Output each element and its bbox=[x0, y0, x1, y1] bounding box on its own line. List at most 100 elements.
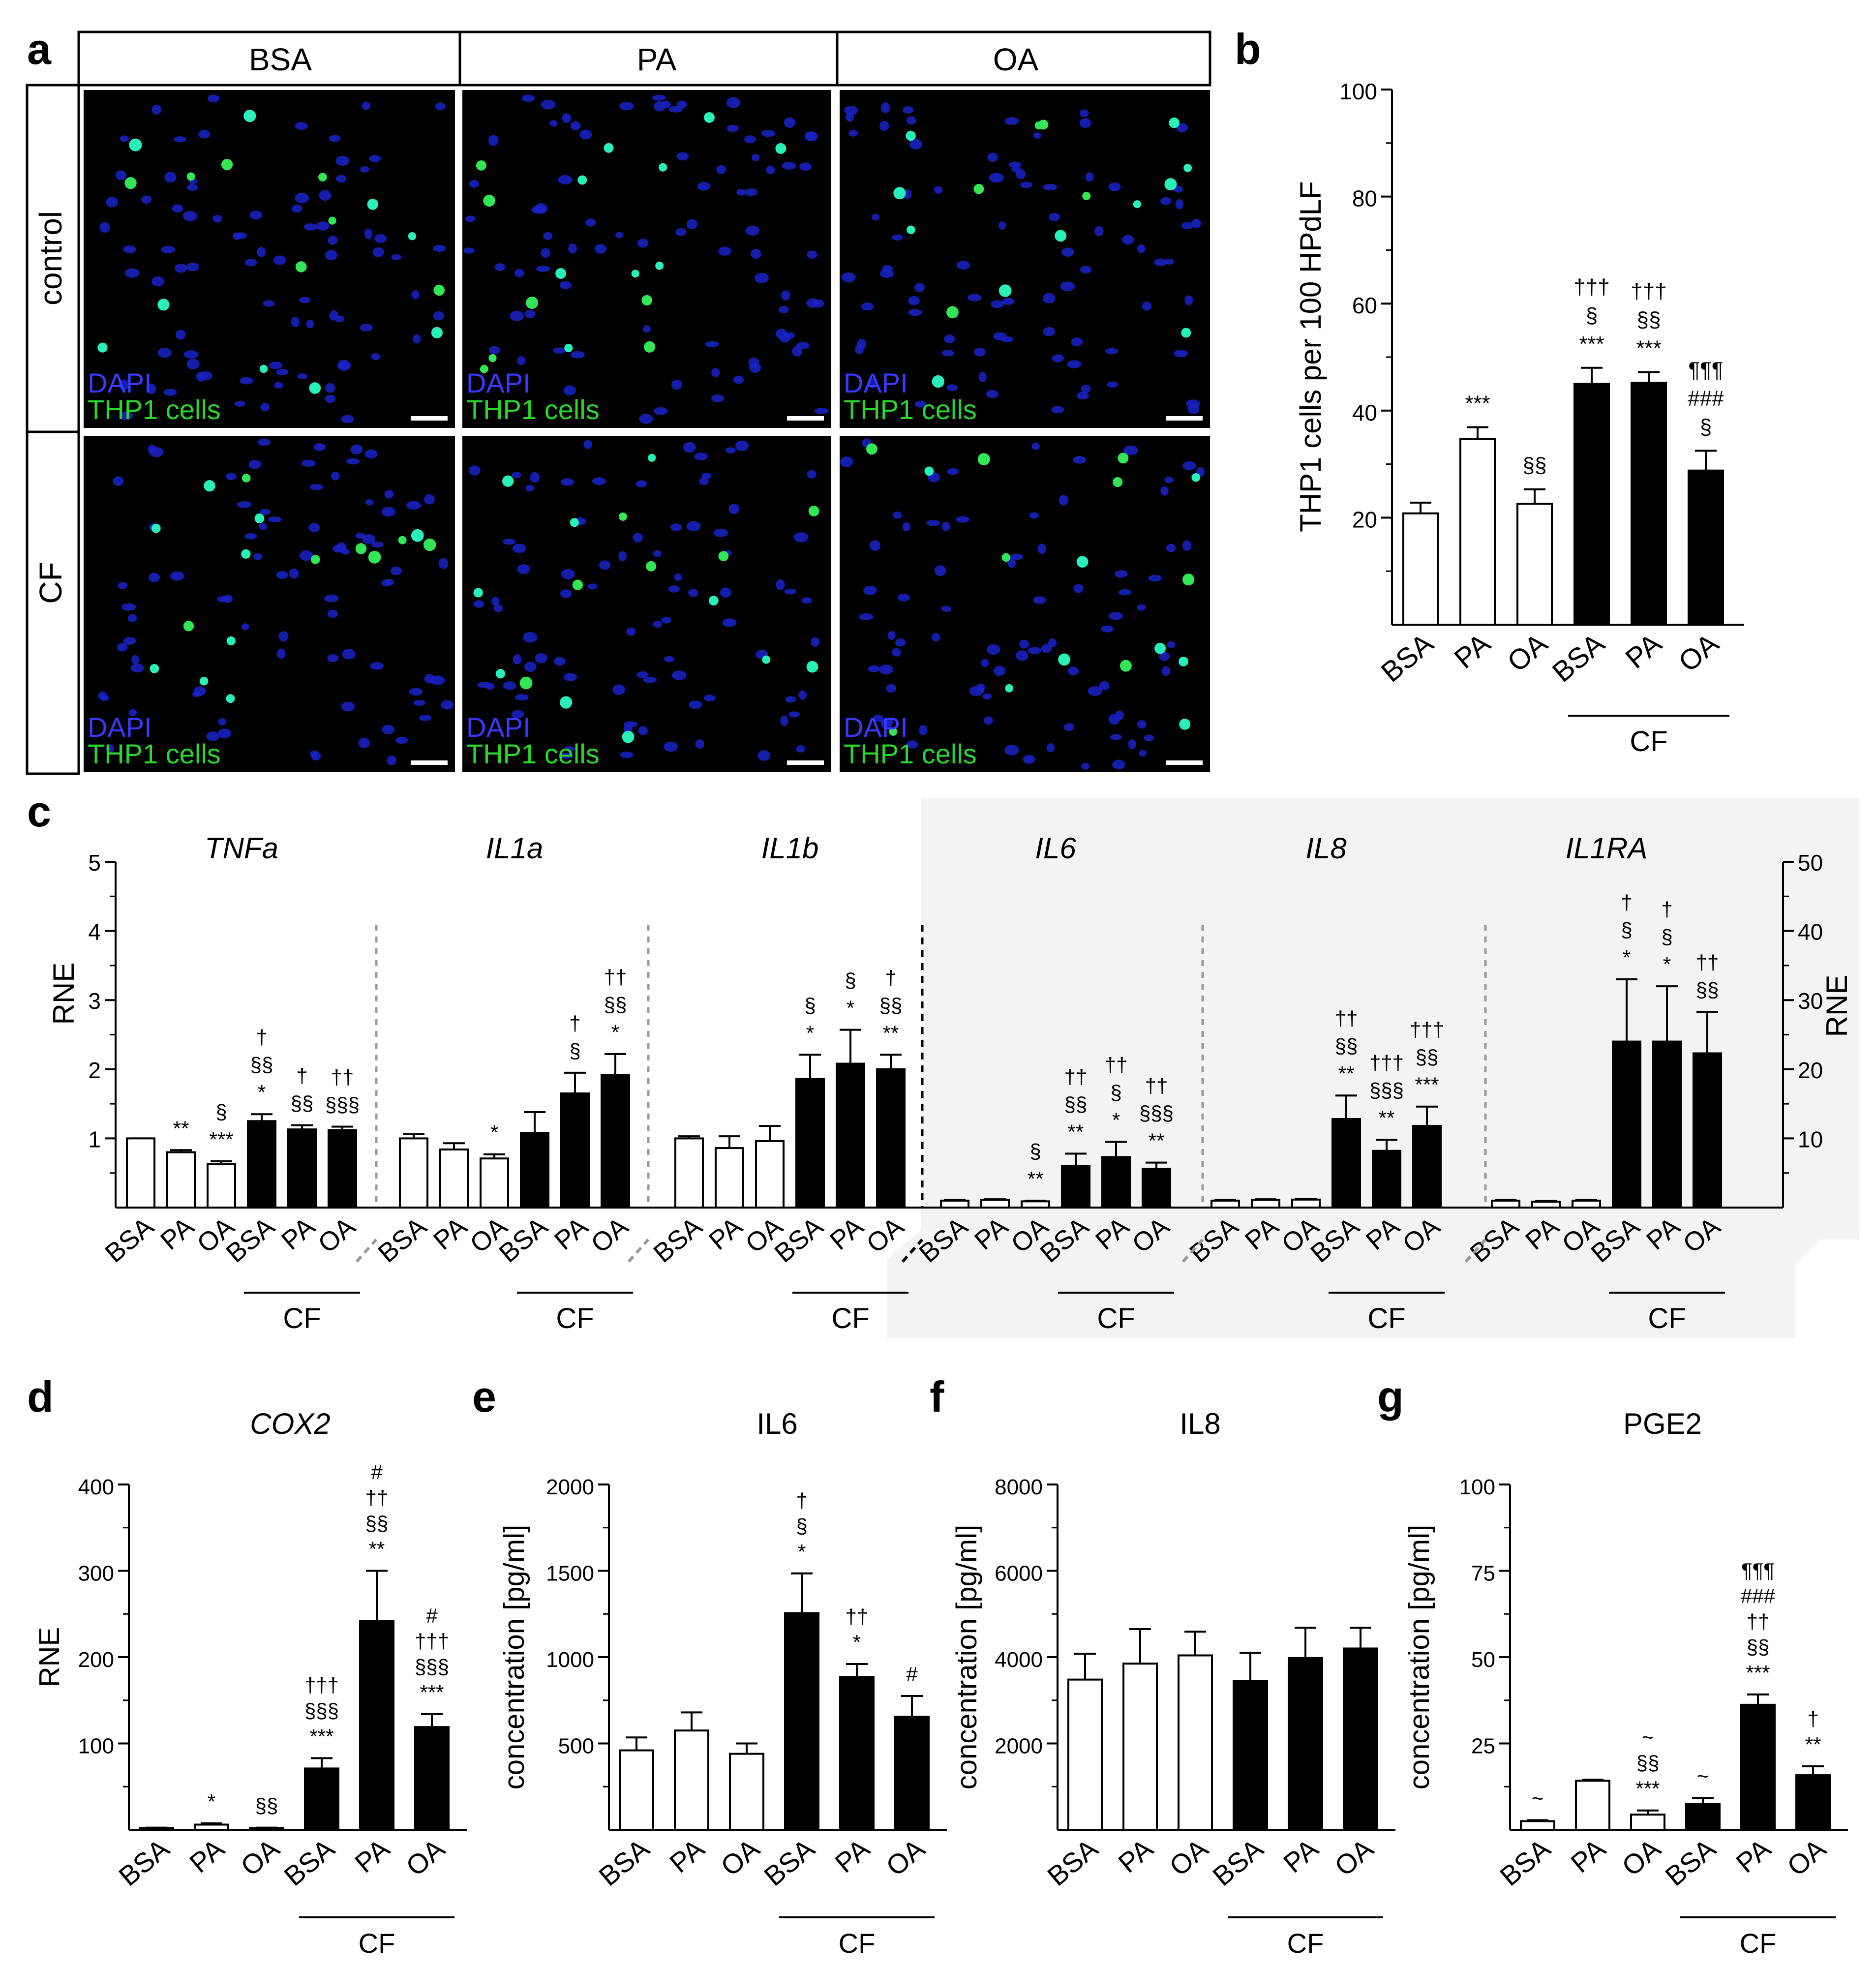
dapi-nucleus bbox=[695, 739, 705, 749]
dapi-nucleus bbox=[273, 382, 283, 389]
significance-label: ** bbox=[1805, 1733, 1821, 1756]
significance-label: † bbox=[885, 966, 896, 989]
y-tick-label-right: 30 bbox=[1798, 988, 1823, 1014]
dapi-nucleus bbox=[100, 695, 109, 701]
bar bbox=[1491, 1199, 1520, 1209]
label-dapi: DAPI bbox=[466, 712, 531, 743]
dapi-nucleus bbox=[701, 473, 712, 480]
dapi-nucleus bbox=[879, 121, 889, 131]
y-tick-label: 6000 bbox=[995, 1562, 1043, 1586]
dapi-nucleus bbox=[697, 182, 711, 191]
significance-label: §§§ bbox=[1369, 1079, 1404, 1102]
x-tick-label: OA bbox=[400, 1833, 451, 1882]
dapi-nucleus bbox=[785, 696, 796, 703]
dapi-nucleus bbox=[295, 192, 309, 204]
dapi-nucleus bbox=[310, 750, 319, 757]
y-tick-label: 8000 bbox=[995, 1475, 1043, 1499]
bar bbox=[207, 1163, 236, 1209]
thp1-cell bbox=[480, 364, 488, 373]
y-tick-label: 100 bbox=[78, 1734, 114, 1758]
thp1-cell bbox=[129, 138, 142, 151]
dapi-nucleus bbox=[384, 490, 394, 499]
dapi-nucleus bbox=[978, 371, 987, 383]
thp1-cell bbox=[1191, 473, 1200, 482]
dapi-nucleus bbox=[435, 102, 446, 111]
bar bbox=[359, 1620, 394, 1831]
dapi-nucleus bbox=[1176, 123, 1188, 132]
dapi-nucleus bbox=[637, 239, 649, 248]
dapi-nucleus bbox=[303, 223, 318, 231]
dapi-nucleus bbox=[530, 472, 540, 483]
thp1-cell bbox=[226, 636, 236, 645]
significance-label: §§ bbox=[604, 993, 627, 1016]
dapi-nucleus bbox=[192, 691, 201, 697]
significance-label: §§§ bbox=[325, 1093, 360, 1116]
bar bbox=[139, 1827, 174, 1831]
dapi-nucleus bbox=[491, 597, 500, 606]
dapi-nucleus bbox=[549, 120, 558, 127]
thp1-cell bbox=[655, 261, 664, 270]
significance-label: ††† bbox=[415, 1630, 449, 1653]
dapi-nucleus bbox=[620, 751, 634, 758]
dapi-nucleus bbox=[325, 394, 336, 403]
panel-letter-a: a bbox=[27, 25, 52, 73]
bar bbox=[619, 1749, 654, 1831]
significance-label: †† bbox=[846, 1605, 869, 1628]
dapi-nucleus bbox=[661, 100, 671, 108]
significance-label: * bbox=[208, 1790, 215, 1813]
significance-label: § bbox=[845, 969, 856, 992]
dapi-nucleus bbox=[1041, 644, 1052, 653]
y-tick-label: 50 bbox=[1471, 1648, 1495, 1672]
significance-label: §§ bbox=[1696, 978, 1719, 1001]
dapi-nucleus bbox=[784, 588, 796, 595]
x-tick-label: OA bbox=[1329, 1833, 1379, 1882]
dapi-nucleus bbox=[811, 637, 820, 647]
dapi-nucleus bbox=[365, 499, 374, 506]
y-axis-title: THP1 cells per 100 HPdLF bbox=[1294, 181, 1327, 532]
dapi-nucleus bbox=[494, 263, 506, 271]
dapi-nucleus bbox=[119, 379, 129, 391]
significance-label: * bbox=[1623, 946, 1631, 969]
dapi-nucleus bbox=[987, 644, 1000, 655]
significance-label: ¶¶¶ bbox=[1741, 1559, 1775, 1582]
x-tick-label: BSA bbox=[372, 1211, 432, 1268]
dapi-nucleus bbox=[234, 400, 245, 407]
bar bbox=[1142, 1168, 1171, 1209]
thp1-cell bbox=[806, 661, 818, 673]
significance-label: *** bbox=[1746, 1661, 1770, 1684]
y-tick-label-left: 3 bbox=[88, 988, 101, 1014]
dapi-nucleus bbox=[733, 375, 744, 384]
x-tick-label: OA bbox=[1616, 1833, 1666, 1882]
thp1-cell bbox=[646, 561, 657, 572]
thp1-cell bbox=[555, 268, 567, 279]
panel-letter-d: d bbox=[27, 1372, 54, 1421]
bar bbox=[1122, 1663, 1158, 1831]
x-tick-label: OA bbox=[1163, 1833, 1214, 1882]
dapi-nucleus bbox=[1182, 461, 1197, 470]
dapi-nucleus bbox=[807, 250, 817, 259]
dapi-nucleus bbox=[1142, 302, 1152, 311]
thp1-cell bbox=[423, 538, 436, 551]
significance-label: §§ bbox=[255, 1794, 278, 1817]
dapi-nucleus bbox=[123, 245, 136, 253]
dapi-nucleus bbox=[840, 456, 853, 467]
dapi-nucleus bbox=[1073, 456, 1086, 464]
dapi-nucleus bbox=[798, 690, 807, 700]
dapi-nucleus bbox=[1167, 641, 1176, 648]
dapi-nucleus bbox=[277, 648, 286, 659]
dapi-nucleus bbox=[268, 516, 282, 523]
thp1-cell bbox=[1005, 684, 1013, 693]
chart-title: COX2 bbox=[250, 1407, 330, 1440]
dapi-nucleus bbox=[703, 695, 716, 701]
dapi-nucleus bbox=[358, 738, 370, 749]
dapi-nucleus bbox=[1105, 348, 1119, 355]
bar bbox=[1685, 1803, 1721, 1831]
significance-label: ~ bbox=[1532, 1786, 1544, 1810]
y-tick-label-left: 2 bbox=[88, 1058, 101, 1083]
dapi-nucleus bbox=[106, 197, 119, 208]
significance-label: †† bbox=[1064, 1065, 1088, 1088]
dapi-nucleus bbox=[275, 368, 289, 375]
dapi-nucleus bbox=[914, 400, 927, 408]
dapi-nucleus bbox=[674, 573, 682, 581]
